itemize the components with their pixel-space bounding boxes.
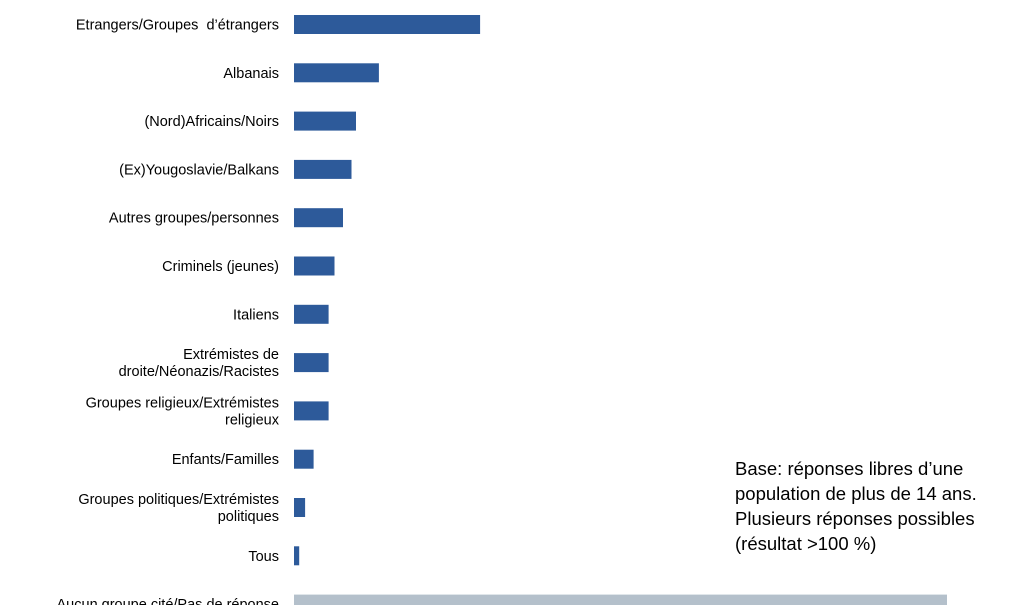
note-line: Plusieurs réponses possibles [735, 508, 975, 529]
bars-group [294, 15, 947, 605]
bar [294, 15, 481, 34]
bar [294, 208, 343, 228]
base-note: Base: réponses libres d’une population d… [735, 456, 1024, 556]
category-label: Albanais [223, 66, 279, 82]
bar [294, 498, 306, 517]
bar [294, 594, 947, 605]
bar [294, 304, 329, 324]
category-label: Groupes religieux/Extrémistes religieux [86, 395, 280, 428]
category-label: Autres groupes/personnes [109, 211, 279, 227]
category-labels-group: Etrangers/Groupes d’étrangers Albanais (No… [57, 18, 280, 605]
category-label: Groupes politiques/Extrémistes politiques [78, 492, 279, 525]
category-label: Etrangers/Groupes d’étrangers [76, 18, 279, 34]
bar [294, 159, 352, 179]
note-line: Base: réponses libres d’une [735, 458, 964, 479]
bar [294, 353, 329, 373]
category-label: Tous [248, 549, 279, 565]
category-label: (Ex)Yougoslavie/Balkans [119, 162, 279, 178]
note-line: population de plus de 14 ans. [735, 483, 977, 504]
bar [294, 256, 335, 276]
bar [294, 546, 300, 566]
category-label: (Nord)Africains/Noirs [144, 114, 279, 130]
category-label: Criminels (jeunes) [162, 259, 279, 275]
bar [294, 449, 314, 469]
note-line: (résultat >100 %) [735, 533, 877, 554]
bar [294, 111, 356, 131]
category-label: Enfants/Familles [172, 452, 279, 468]
bar [294, 401, 329, 421]
category-label: Extrémistes de droite/Néonazis/Racistes [119, 347, 279, 380]
category-label: Italiens [233, 307, 279, 323]
bar [294, 63, 379, 83]
category-label: Aucun groupe cité/Pas de réponse [57, 597, 279, 605]
